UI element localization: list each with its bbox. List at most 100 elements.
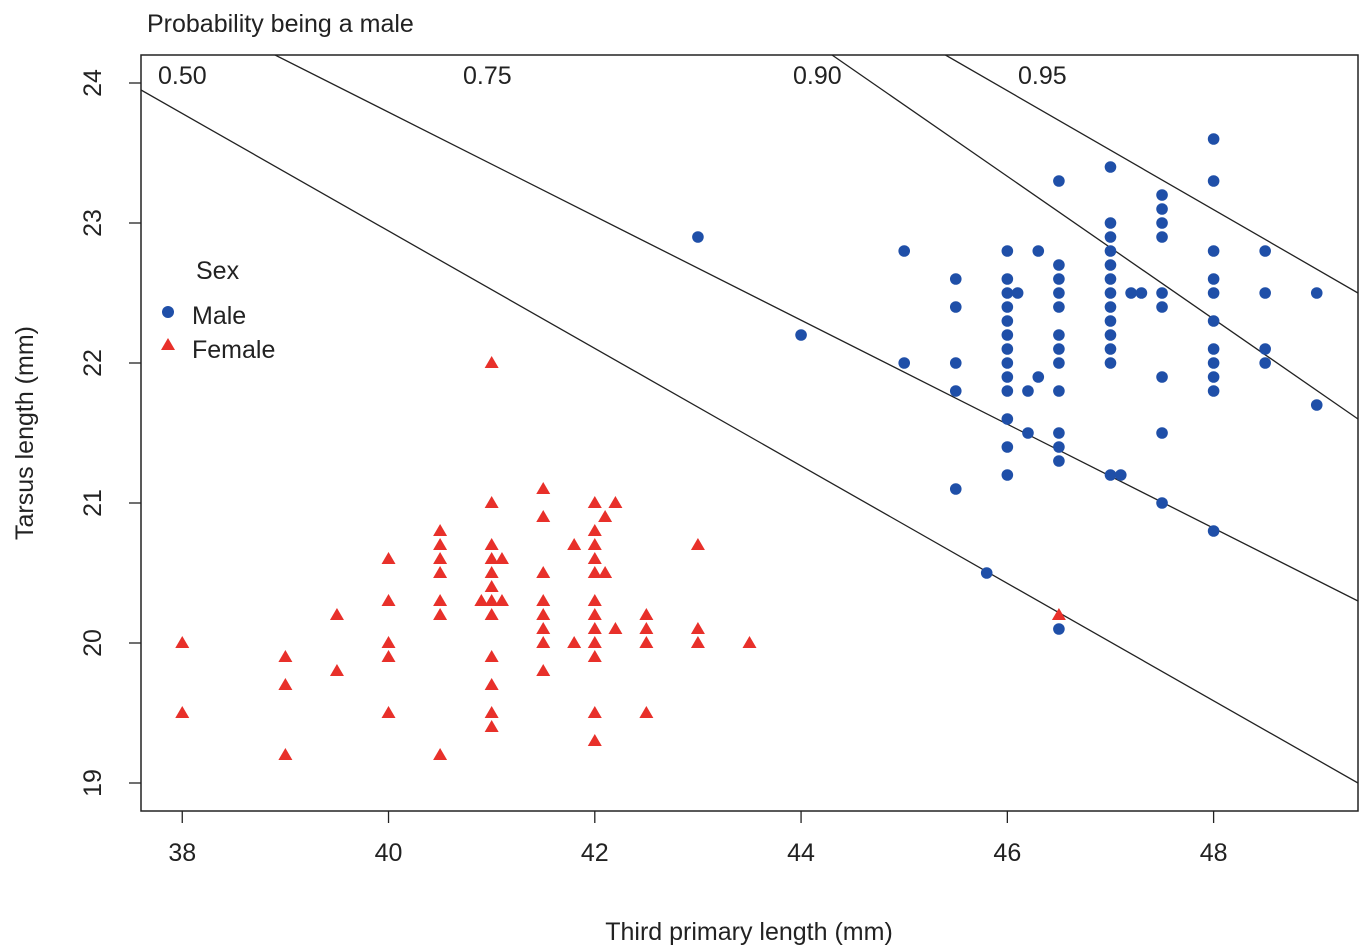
x-tick-label: 48	[1200, 839, 1228, 867]
contour-label: 0.95	[1018, 62, 1067, 90]
female-point	[588, 734, 602, 746]
female-point	[485, 678, 499, 690]
female-point	[278, 678, 292, 690]
female-point	[588, 524, 602, 536]
male-point	[1311, 399, 1323, 411]
male-point	[1012, 287, 1024, 299]
female-point	[743, 636, 757, 648]
female-point	[598, 566, 612, 578]
female-point	[485, 650, 499, 662]
male-point	[1311, 287, 1323, 299]
y-tick-label: 22	[79, 349, 107, 377]
male-point	[1208, 175, 1220, 187]
male-point	[1002, 301, 1014, 313]
legend-male-marker	[162, 306, 174, 318]
female-point	[588, 538, 602, 550]
female-point	[433, 524, 447, 536]
female-point	[536, 622, 550, 634]
x-tick-label: 46	[993, 839, 1021, 867]
male-point	[1208, 343, 1220, 355]
female-point	[588, 552, 602, 564]
male-point	[950, 385, 962, 397]
male-point	[950, 301, 962, 313]
male-point	[1156, 231, 1168, 243]
x-tick-label: 44	[787, 839, 815, 867]
male-point	[1259, 245, 1271, 257]
male-point	[1002, 357, 1014, 369]
y-tick-label: 21	[79, 489, 107, 517]
male-point	[1053, 455, 1065, 467]
female-point	[382, 552, 396, 564]
male-point	[950, 483, 962, 495]
male-point	[1053, 329, 1065, 341]
y-tick-label: 20	[79, 629, 107, 657]
male-point	[1002, 343, 1014, 355]
male-point	[1208, 273, 1220, 285]
legend-female-marker	[161, 338, 175, 350]
contour-label: 0.75	[463, 62, 512, 90]
female-point	[536, 594, 550, 606]
male-point	[1115, 469, 1127, 481]
female-point	[382, 650, 396, 662]
male-point	[1208, 525, 1220, 537]
male-point	[1208, 371, 1220, 383]
female-point	[588, 706, 602, 718]
male-point	[1053, 623, 1065, 635]
male-point	[1053, 357, 1065, 369]
female-point	[639, 636, 653, 648]
x-axis: 38 40 42 44 46 48	[168, 811, 1227, 867]
male-point	[1208, 245, 1220, 257]
female-point	[433, 748, 447, 760]
male-point	[898, 357, 910, 369]
y-tick-label: 19	[79, 769, 107, 797]
female-point	[588, 622, 602, 634]
y-axis-title: Tarsus length (mm)	[11, 326, 39, 540]
female-point	[330, 608, 344, 620]
female-point	[495, 594, 509, 606]
legend-male-label: Male	[192, 302, 246, 330]
female-point	[588, 636, 602, 648]
male-point	[1002, 273, 1014, 285]
x-tick-label: 40	[375, 839, 403, 867]
female-point	[567, 538, 581, 550]
x-tick-label: 38	[168, 839, 196, 867]
male-point	[1105, 231, 1117, 243]
male-point	[1053, 273, 1065, 285]
contour-label: 0.50	[158, 62, 207, 90]
male-point	[1105, 217, 1117, 229]
male-point	[1156, 217, 1168, 229]
male-point	[1208, 357, 1220, 369]
male-point	[1053, 441, 1065, 453]
female-point	[567, 636, 581, 648]
male-point	[1259, 287, 1271, 299]
female-point	[536, 566, 550, 578]
male-point	[1032, 371, 1044, 383]
legend: Sex Male Female	[161, 257, 275, 364]
male-point	[1105, 357, 1117, 369]
contour-line-0.90	[832, 55, 1358, 419]
male-point	[1208, 287, 1220, 299]
male-point	[950, 357, 962, 369]
male-point	[1156, 497, 1168, 509]
male-point	[898, 245, 910, 257]
male-point	[1105, 259, 1117, 271]
male-point	[1105, 301, 1117, 313]
female-point	[278, 748, 292, 760]
female-point	[433, 608, 447, 620]
y-axis: 19 20 21 22 23 24	[79, 69, 141, 797]
female-point	[639, 706, 653, 718]
y-tick-label: 24	[79, 69, 107, 97]
male-point	[1105, 161, 1117, 173]
female-point	[536, 482, 550, 494]
male-point	[692, 231, 704, 243]
female-point	[608, 496, 622, 508]
female-point	[691, 622, 705, 634]
male-point	[1053, 175, 1065, 187]
female-point	[598, 510, 612, 522]
male-point	[1105, 273, 1117, 285]
female-point	[536, 608, 550, 620]
female-point	[433, 594, 447, 606]
male-point	[1156, 427, 1168, 439]
contour-labels: 0.50 0.75 0.90 0.95	[158, 62, 1067, 90]
female-point	[485, 356, 499, 368]
